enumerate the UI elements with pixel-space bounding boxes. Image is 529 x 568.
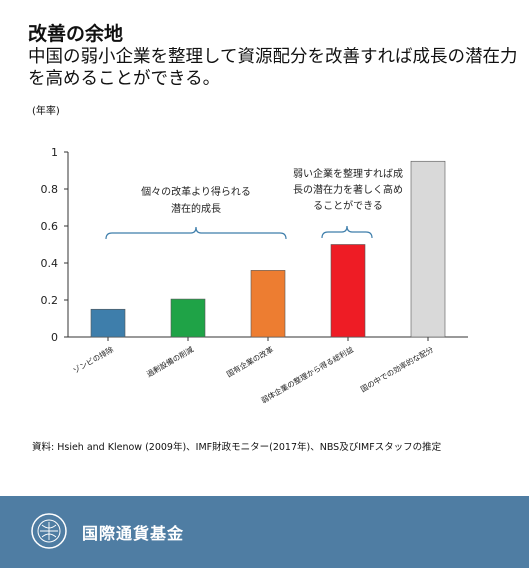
- y-tick-label: 0: [51, 331, 58, 344]
- annotation-group-2-line: ることができる: [313, 199, 383, 212]
- bar-5: [410, 160, 446, 338]
- x-tick-label: ゾンビの排除: [71, 344, 115, 375]
- annotation-group-1-line: 潜在的成長: [171, 202, 221, 215]
- bar-2: [170, 298, 206, 338]
- y-tick-label: 0.8: [41, 183, 59, 196]
- bar-3: [250, 270, 286, 338]
- x-tick-label: 国の中での効率的な配分: [359, 344, 436, 394]
- y-tick-label: 0.4: [41, 257, 59, 270]
- chart-title: 改善の余地: [28, 23, 124, 45]
- annotation-group-2-line: 弱い企業を整理すれば成: [293, 167, 403, 180]
- source-note: 資料: Hsieh and Klenow (2009年)、IMF財政モニター(2…: [32, 442, 442, 453]
- annotation-group-2-line: 長の潜在力を著しく高め: [293, 183, 403, 196]
- footer-bar: 国際通貨基金: [0, 496, 529, 568]
- bar-4: [330, 244, 366, 338]
- unit-label: (年率): [32, 106, 60, 117]
- bar-1: [90, 308, 126, 338]
- brace-group-1: [105, 226, 287, 240]
- chart-bars: [90, 160, 446, 338]
- annotation-group-1-line: 個々の改革より得られる: [141, 185, 251, 198]
- y-tick-label: 1: [51, 146, 58, 159]
- y-tick-label: 0.6: [41, 220, 59, 233]
- x-tick-label: 国有企業の改革: [225, 344, 276, 379]
- chart-subtitle: 中国の弱小企業を整理して資源配分を改善すれば成長の潜在力を高めることができる。: [28, 47, 518, 89]
- org-name: 国際通貨基金: [82, 524, 185, 543]
- imf-seal-icon: [31, 513, 67, 549]
- y-tick-label: 0.2: [41, 294, 59, 307]
- brace-group-2: [321, 225, 373, 239]
- x-tick-label: 過剰設備の削減: [145, 344, 196, 379]
